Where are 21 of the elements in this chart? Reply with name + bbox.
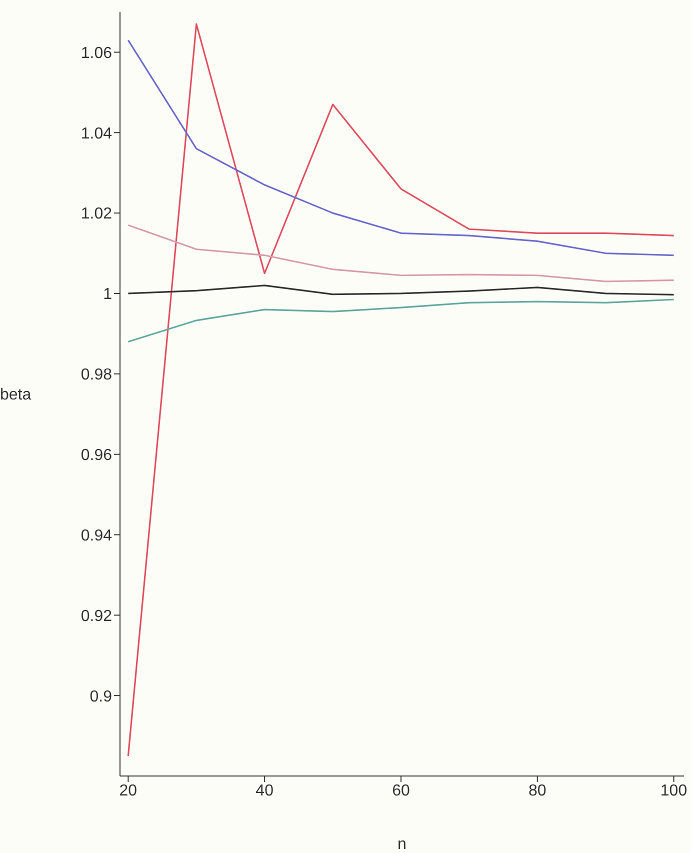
y-tick-label: 0.94 [80, 527, 112, 544]
x-tick-label: 60 [392, 782, 410, 800]
y-tick-label: 0.92 [80, 608, 112, 625]
line-series [127, 298, 675, 343]
y-tick-label: 1.02 [80, 206, 112, 223]
y-tick-label: 0.96 [80, 446, 112, 464]
y-tick-label: 0.98 [80, 366, 112, 384]
y-tick-label: 1.04 [80, 125, 112, 142]
y-tick-label: 0.9 [90, 688, 112, 706]
y-tick-label: 1.06 [80, 44, 112, 62]
x-axis-title: n [398, 836, 406, 853]
y-axis-title: beta [0, 386, 32, 404]
x-tick-label: 80 [528, 782, 546, 800]
x-tick-label: 40 [256, 782, 274, 800]
x-tick-label: 100 [660, 782, 688, 800]
line-series [127, 39, 675, 256]
y-tick-label: 1 [103, 286, 112, 304]
line-series [127, 224, 675, 282]
line-series [127, 23, 675, 757]
x-tick-label: 20 [119, 782, 138, 800]
line-series [127, 284, 675, 296]
